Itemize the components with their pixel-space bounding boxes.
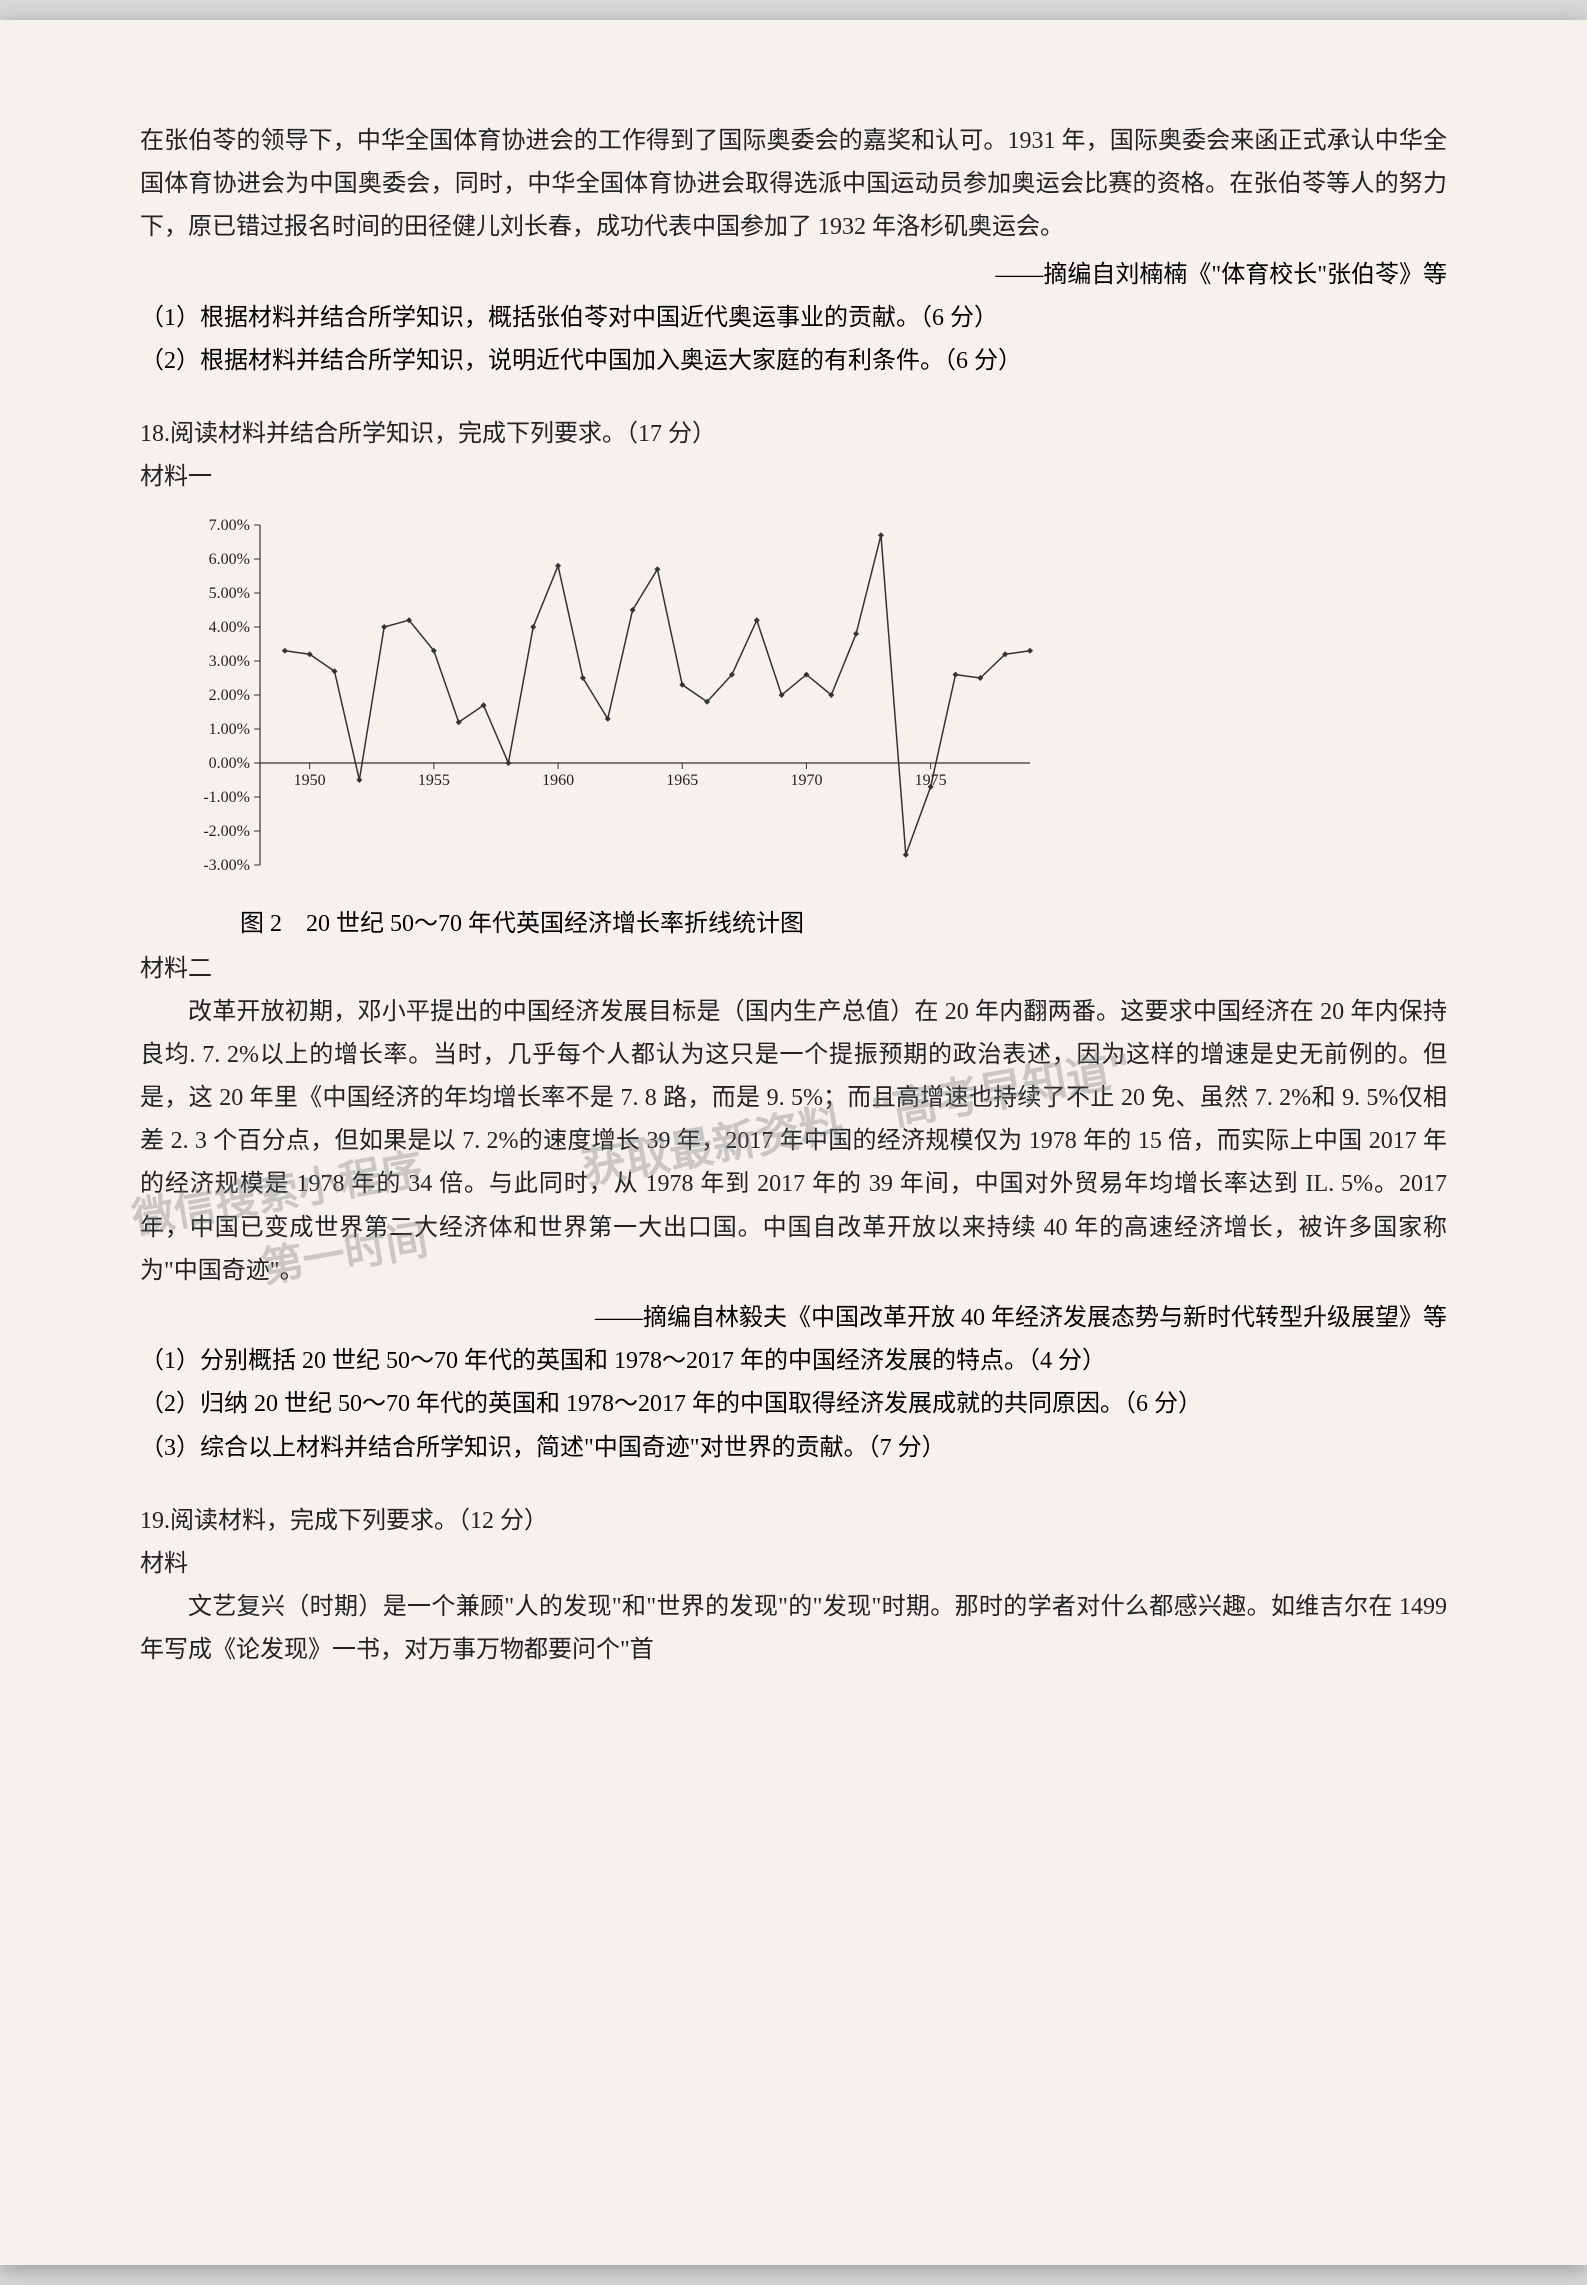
svg-text:1965: 1965 <box>666 772 698 789</box>
intro-text: 在张伯苓的领导下，中华全国体育协进会的工作得到了国际奥委会的嘉奖和认可。1931… <box>140 120 1447 250</box>
material2-para: 改革开放初期，邓小平提出的中国经济发展目标是（国内生产总值）在 20 年内翻两番… <box>140 991 1447 1293</box>
q17-sub1: （1）根据材料并结合所学知识，概括张伯苓对中国近代奥运事业的贡献。（6 分） <box>140 297 1447 340</box>
svg-text:-3.00%: -3.00% <box>203 857 250 874</box>
q17-sub2: （2）根据材料并结合所学知识，说明近代中国加入奥运大家庭的有利条件。（6 分） <box>140 340 1447 383</box>
svg-text:5.00%: 5.00% <box>209 585 250 602</box>
citation-1: ——摘编自刘楠楠《"体育校长"张伯苓》等 <box>140 254 1447 297</box>
svg-text:7.00%: 7.00% <box>209 517 250 534</box>
svg-text:1955: 1955 <box>418 772 450 789</box>
line-chart: 7.00% 6.00% 5.00% 4.00% 3.00% 2.00% 1.00% 0.00%… <box>160 515 1040 895</box>
svg-text:1970: 1970 <box>790 772 822 789</box>
chart-svg: 7.00% 6.00% 5.00% 4.00% 3.00% 2.00% 1.00% 0.00%… <box>160 515 1040 895</box>
svg-text:-2.00%: -2.00% <box>203 823 250 840</box>
material1-label: 材料一 <box>140 456 1447 499</box>
svg-text:4.00%: 4.00% <box>209 619 250 636</box>
exam-page: 在张伯苓的领导下，中华全国体育协进会的工作得到了国际奥委会的嘉奖和认可。1931… <box>0 20 1587 2265</box>
material2-label: 材料二 <box>140 948 1447 991</box>
svg-text:1960: 1960 <box>542 772 574 789</box>
svg-text:3.00%: 3.00% <box>209 653 250 670</box>
q19-para: 文艺复兴（时期）是一个兼顾"人的发现"和"世界的发现"的"发现"时期。那时的学者… <box>140 1586 1447 1672</box>
intro-paragraph: 在张伯苓的领导下，中华全国体育协进会的工作得到了国际奥委会的嘉奖和认可。1931… <box>140 120 1447 250</box>
svg-text:1950: 1950 <box>294 772 326 789</box>
q19-header: 19.阅读材料，完成下列要求。（12 分） <box>140 1500 1447 1543</box>
q19-text: 文艺复兴（时期）是一个兼顾"人的发现"和"世界的发现"的"发现"时期。那时的学者… <box>140 1586 1447 1672</box>
svg-text:0.00%: 0.00% <box>209 755 250 772</box>
q18-sub2: （2）归纳 20 世纪 50～70 年代的英国和 1978～2017 年的中国取… <box>140 1383 1447 1426</box>
svg-text:6.00%: 6.00% <box>209 551 250 568</box>
material19-label: 材料 <box>140 1543 1447 1586</box>
q18-sub1: （1）分别概括 20 世纪 50～70 年代的英国和 1978～2017 年的中… <box>140 1340 1447 1383</box>
chart-caption: 图 2 20 世纪 50～70 年代英国经济增长率折线统计图 <box>240 903 1447 938</box>
q18-sub3: （3）综合以上材料并结合所学知识，简述"中国奇迹"对世界的贡献。（7 分） <box>140 1427 1447 1470</box>
q18-header: 18.阅读材料并结合所学知识，完成下列要求。（17 分） <box>140 413 1447 456</box>
svg-text:1.00%: 1.00% <box>209 721 250 738</box>
citation-2: ——摘编自林毅夫《中国改革开放 40 年经济发展态势与新时代转型升级展望》等 <box>140 1297 1447 1340</box>
material2-text: 改革开放初期，邓小平提出的中国经济发展目标是（国内生产总值）在 20 年内翻两番… <box>140 991 1447 1293</box>
svg-text:2.00%: 2.00% <box>209 687 250 704</box>
svg-text:-1.00%: -1.00% <box>203 789 250 806</box>
